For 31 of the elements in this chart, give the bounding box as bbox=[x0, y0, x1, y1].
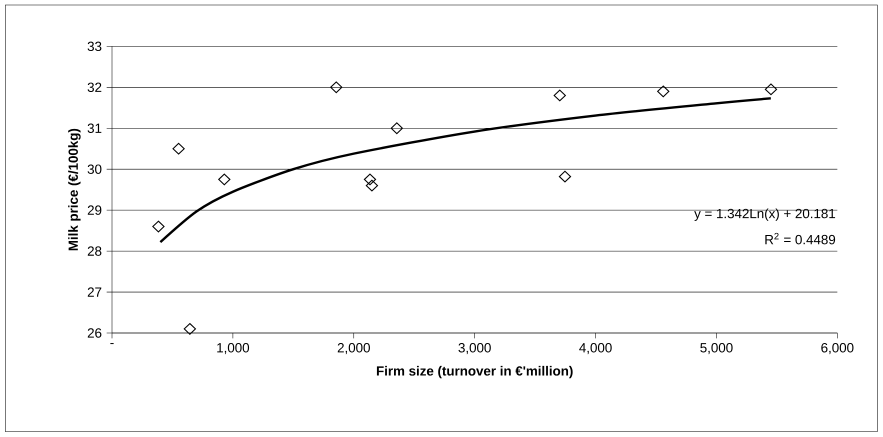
x-tick-label: 1,000 bbox=[217, 343, 250, 354]
x-tick-label: 2,000 bbox=[338, 343, 370, 354]
point bbox=[184, 323, 196, 335]
x-tick-label: 6,000 bbox=[821, 343, 854, 354]
y-tick-label: 29 bbox=[88, 205, 102, 215]
point bbox=[390, 122, 403, 134]
point bbox=[172, 142, 185, 155]
annotation: R$^{2}$ = 0.4489 bbox=[765, 232, 836, 244]
point bbox=[152, 220, 165, 232]
x-tick-label: 4,000 bbox=[579, 343, 612, 354]
point bbox=[764, 83, 778, 96]
y-tick-label: 26 bbox=[88, 328, 102, 338]
x-axis-title: Firm size (turnover in €'million) bbox=[376, 366, 573, 378]
x-tick-label: 3,000 bbox=[458, 343, 491, 354]
point bbox=[558, 170, 572, 182]
annotation: y = 1.342Ln(x) + 20.181 bbox=[694, 208, 836, 221]
point bbox=[364, 174, 376, 186]
x-tick-label: - bbox=[110, 343, 114, 344]
point bbox=[330, 81, 342, 94]
y-tick-label: 32 bbox=[88, 82, 102, 92]
y-tick-label: 28 bbox=[88, 246, 102, 256]
point bbox=[218, 174, 230, 186]
y-axis-title: Milk price (€/100kg) bbox=[68, 128, 81, 250]
point bbox=[657, 86, 670, 98]
y-tick-label: 27 bbox=[88, 287, 102, 297]
point bbox=[366, 180, 378, 192]
x-tick-label: 5,000 bbox=[700, 343, 733, 354]
y-tick-label: 31 bbox=[88, 124, 102, 133]
y-tick-label: 30 bbox=[88, 164, 102, 174]
y-tick-label: 33 bbox=[88, 42, 102, 52]
point bbox=[554, 90, 566, 102]
